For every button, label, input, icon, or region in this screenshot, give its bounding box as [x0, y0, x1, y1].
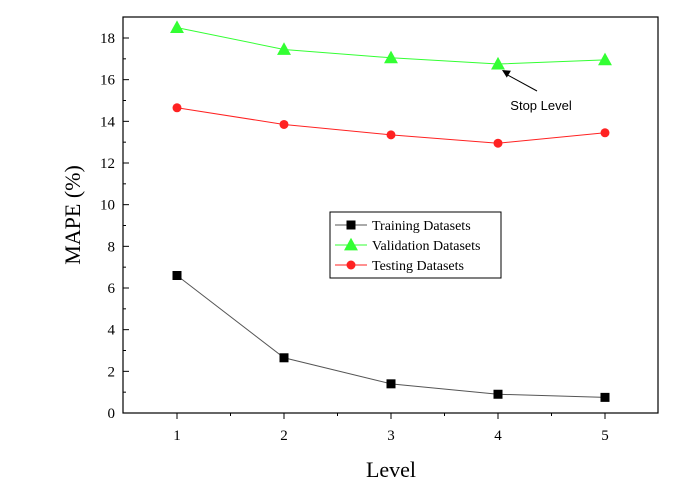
- annotation-arrowhead: [502, 70, 511, 78]
- legend-item: Testing Datasets: [335, 259, 464, 274]
- legend-marker: [344, 237, 358, 251]
- legend-label: Validation Datasets: [372, 239, 480, 254]
- data-point: [598, 52, 612, 66]
- legend-marker: [346, 220, 356, 230]
- annotation-arrow-line: [505, 73, 538, 92]
- data-point: [170, 20, 184, 33]
- y-axis-title: MAPE (%): [60, 165, 85, 265]
- y-tick-label: 10: [100, 198, 115, 214]
- x-tick-label: 4: [494, 428, 502, 444]
- y-tick-label: 12: [100, 156, 115, 172]
- series-layer: [170, 20, 612, 402]
- legend: Training Datasets Validation Datasets Test…: [329, 211, 502, 279]
- legend-label: Training Datasets: [372, 219, 471, 234]
- y-tick-label: 4: [108, 323, 116, 339]
- data-point: [172, 103, 182, 113]
- data-point: [279, 119, 289, 129]
- data-point: [493, 389, 503, 399]
- legend-item: Training Datasets: [335, 219, 471, 234]
- y-tick-label: 6: [108, 281, 116, 297]
- y-tick-label: 14: [100, 114, 116, 130]
- data-point: [491, 56, 505, 70]
- legend-marker: [346, 260, 356, 270]
- series-training: [172, 271, 610, 402]
- legend-label: Testing Datasets: [372, 259, 464, 274]
- legend-item: Validation Datasets: [335, 237, 480, 254]
- annotation-layer: Stop Level: [502, 70, 572, 113]
- x-tick-label: 2: [280, 428, 288, 444]
- y-tick-label: 8: [108, 239, 116, 255]
- x-axis-title: Level: [366, 457, 416, 482]
- data-point: [493, 138, 503, 148]
- x-tick-label: 3: [387, 428, 395, 444]
- annotation-stop-level: Stop Level: [510, 98, 572, 113]
- y-tick-label: 16: [100, 73, 116, 89]
- data-point: [386, 379, 396, 389]
- y-tick-label: 0: [108, 406, 116, 422]
- x-tick-label: 1: [173, 428, 181, 444]
- data-point: [172, 271, 182, 280]
- series-validation: [170, 20, 612, 70]
- data-point: [600, 128, 610, 138]
- data-point: [279, 353, 289, 363]
- series-line: [176, 275, 606, 398]
- data-point: [600, 392, 610, 402]
- data-point: [386, 130, 396, 140]
- y-tick-label: 2: [108, 364, 116, 380]
- data-point: [277, 42, 291, 55]
- data-point: [384, 50, 398, 64]
- series-testing: [172, 103, 610, 148]
- y-tick-label: 18: [100, 31, 115, 47]
- x-tick-label: 5: [601, 428, 609, 444]
